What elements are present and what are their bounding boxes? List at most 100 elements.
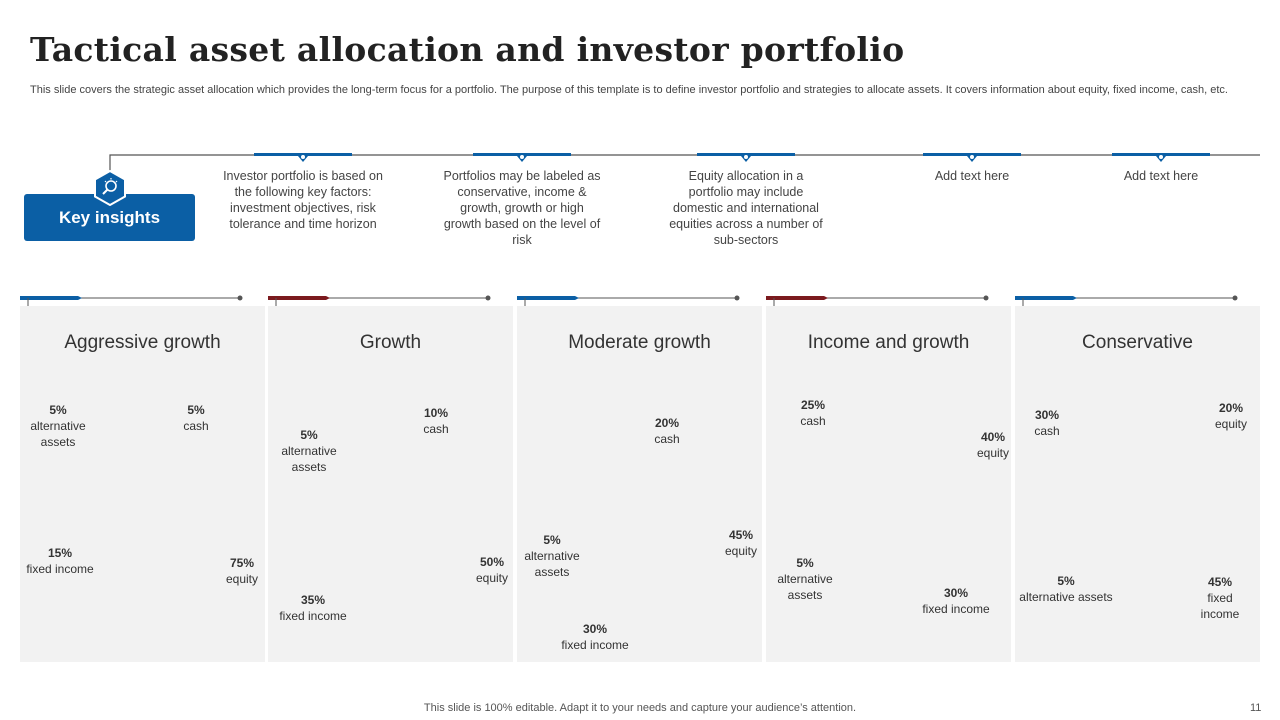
slice-label: 50% equity bbox=[476, 554, 508, 586]
portfolio-panel: Moderate growth bbox=[517, 306, 762, 662]
panel-accent-bar bbox=[517, 296, 579, 300]
slice-name: alternative assets bbox=[30, 419, 86, 449]
portfolio-panel: Growth bbox=[268, 306, 513, 662]
panel-header-dot bbox=[485, 295, 491, 301]
slice-name: cash bbox=[800, 414, 826, 428]
slice-percent: 10% bbox=[423, 406, 449, 420]
timeline-marker-dot bbox=[1159, 155, 1163, 159]
slice-name: cash bbox=[183, 419, 209, 433]
slice-percent: 40% bbox=[980, 430, 1006, 444]
slice-label: 30% fixed income bbox=[922, 585, 989, 617]
timeline-bar bbox=[697, 153, 795, 156]
slice-percent: 5% bbox=[300, 428, 318, 442]
slice-name: equity bbox=[1214, 417, 1248, 431]
footer-note: This slide is 100% editable. Adapt it to… bbox=[423, 702, 857, 714]
insight-text: Equity allocation in a portfolio may inc… bbox=[669, 169, 823, 247]
slice-label: 5% alternative assets bbox=[28, 402, 88, 450]
insight-text: Add text here bbox=[934, 169, 1010, 183]
slice-label: 5% cash bbox=[183, 402, 208, 434]
slice-name: equity bbox=[475, 571, 509, 585]
slice-percent: 35% bbox=[300, 593, 326, 607]
slice-label: 45% equity bbox=[725, 527, 757, 559]
panel-title: Income and growth bbox=[807, 332, 970, 353]
slice-name: alternative assets bbox=[777, 572, 833, 602]
panel-accent-bar bbox=[766, 296, 828, 300]
slice-label: 10% cash bbox=[423, 405, 448, 437]
panel-accent-bar bbox=[20, 296, 82, 300]
panel-title: Conservative bbox=[1082, 332, 1193, 353]
panel-title: Growth bbox=[359, 332, 422, 353]
portfolio-panel: Income and growth bbox=[766, 306, 1011, 662]
slice-percent: 25% bbox=[800, 398, 826, 412]
timeline-line bbox=[109, 154, 1260, 176]
panel-accent-bar bbox=[268, 296, 330, 300]
panel-title: Aggressive growth bbox=[64, 332, 221, 353]
page-subtitle: This slide covers the strategic asset al… bbox=[30, 84, 1228, 96]
slice-name: alternative assets bbox=[1019, 590, 1113, 604]
timeline-marker-dot bbox=[970, 155, 974, 159]
slice-percent: 5% bbox=[543, 533, 561, 547]
slice-label: 5% alternative assets bbox=[522, 532, 582, 580]
timeline-bar bbox=[923, 153, 1021, 156]
portfolio-panel: Conservative bbox=[1015, 306, 1260, 662]
slice-name: cash bbox=[654, 432, 680, 446]
slice-percent: 30% bbox=[943, 586, 969, 600]
key-insights-label: Key insights bbox=[58, 207, 161, 227]
insight-text: Portfolios may be labeled as conservativ… bbox=[443, 169, 601, 247]
slice-percent: 5% bbox=[49, 403, 67, 417]
slice-name: equity bbox=[225, 572, 259, 586]
slice-percent: 30% bbox=[1034, 408, 1060, 422]
slice-name: fixed income bbox=[561, 638, 629, 652]
insight-text: Investor portfolio is based on the follo… bbox=[223, 169, 383, 231]
slice-label: 25% cash bbox=[800, 397, 825, 429]
slice-percent: 5% bbox=[187, 403, 205, 417]
slice-name: fixed income bbox=[922, 602, 990, 616]
slice-percent: 75% bbox=[229, 556, 255, 570]
slice-name: fixed income bbox=[1200, 591, 1240, 621]
slice-label: 30% cash bbox=[1034, 407, 1059, 439]
slice-label: 5% alternative assets bbox=[279, 427, 339, 475]
slice-percent: 15% bbox=[47, 546, 73, 560]
panel-header-dot bbox=[983, 295, 989, 301]
slice-name: fixed income bbox=[26, 562, 94, 576]
slice-label: 75% equity bbox=[226, 555, 258, 587]
slice-percent: 50% bbox=[479, 555, 505, 569]
slice-label: 5% alternative assets bbox=[775, 555, 835, 603]
slice-label: 5% alternative assets bbox=[1019, 573, 1112, 605]
timeline-marker-dot bbox=[520, 155, 524, 159]
slice-label: 45% fixed income bbox=[1190, 574, 1250, 622]
slice-percent: 20% bbox=[1218, 401, 1244, 415]
timeline-bar bbox=[473, 153, 571, 156]
slice-percent: 5% bbox=[1057, 574, 1075, 588]
slice-label: 15% fixed income bbox=[26, 545, 93, 577]
panel-header-dot bbox=[237, 295, 243, 301]
timeline-bar bbox=[1112, 153, 1210, 156]
slice-name: cash bbox=[1034, 424, 1060, 438]
portfolio-panel: Aggressive growth bbox=[20, 306, 265, 662]
timeline-marker-dot bbox=[301, 155, 305, 159]
slice-name: alternative assets bbox=[524, 549, 580, 579]
panel-accent-bar bbox=[1015, 296, 1077, 300]
slice-name: fixed income bbox=[279, 609, 347, 623]
slice-name: cash bbox=[423, 422, 449, 436]
page-title: Tactical asset allocation and investor p… bbox=[30, 30, 905, 69]
slice-percent: 45% bbox=[728, 528, 754, 542]
timeline-marker-dot bbox=[744, 155, 748, 159]
panel-header-dot bbox=[1232, 295, 1238, 301]
panel-header-dot bbox=[734, 295, 740, 301]
slice-percent: 5% bbox=[796, 556, 814, 570]
slice-label: 20% equity bbox=[1215, 400, 1247, 432]
slice-percent: 30% bbox=[582, 622, 608, 636]
slice-label: 30% fixed income bbox=[561, 621, 628, 653]
panel-title: Moderate growth bbox=[568, 332, 711, 353]
page-number: 11 bbox=[1250, 702, 1262, 714]
slice-label: 20% cash bbox=[654, 415, 679, 447]
slice-label: 35% fixed income bbox=[279, 592, 346, 624]
slice-percent: 45% bbox=[1207, 575, 1233, 589]
slice-name: alternative assets bbox=[281, 444, 337, 474]
timeline-bar bbox=[254, 153, 352, 156]
slice-name: equity bbox=[724, 544, 758, 558]
slice-name: equity bbox=[976, 446, 1010, 460]
slice-label: 40% equity bbox=[977, 429, 1009, 461]
lightbulb-search-icon bbox=[94, 170, 126, 206]
